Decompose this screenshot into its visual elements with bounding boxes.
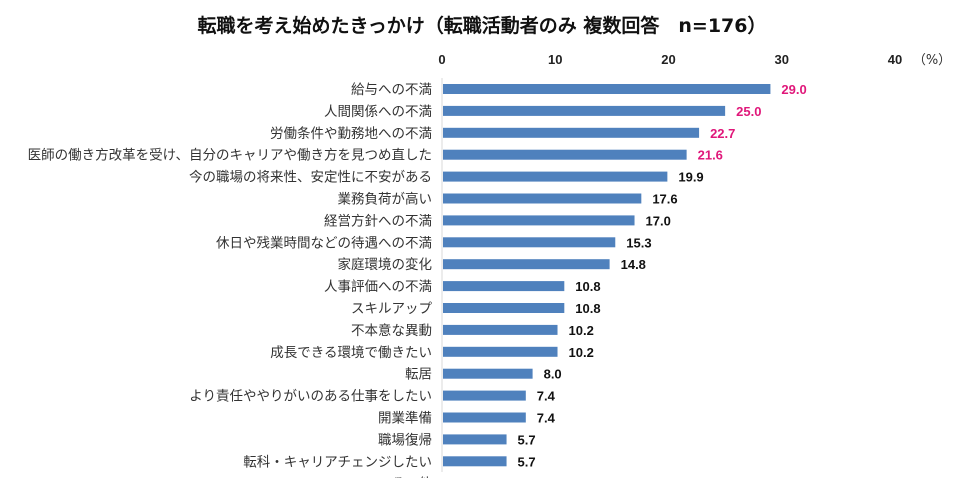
- bar-row: スキルアップ 10.8: [351, 301, 601, 317]
- bar: [443, 127, 700, 138]
- data-label: 10.8: [575, 301, 600, 316]
- bar: [443, 237, 616, 248]
- bar-row: 職場復帰 5.7: [378, 431, 536, 448]
- data-label: 10.2: [569, 323, 594, 338]
- data-label: 5.7: [518, 476, 536, 478]
- bar: [443, 281, 565, 292]
- bar-row: 成長できる環境で働きたい 10.2: [270, 345, 594, 361]
- data-label: 5.7: [518, 432, 536, 447]
- category-label: 業務負荷が高い: [338, 191, 433, 208]
- category-label: 家庭環境の変化: [338, 256, 433, 273]
- bar-row: 今の職場の将来性、安定性に不安がある 19.9: [189, 170, 704, 186]
- bar: [443, 215, 635, 226]
- data-label: 10.2: [569, 345, 594, 360]
- data-label: 21.6: [698, 148, 723, 163]
- category-label: その他: [392, 476, 433, 478]
- category-label: 今の職場の将来性、安定性に不安がある: [189, 170, 432, 186]
- bar: [443, 346, 558, 357]
- x-tick-label: 10: [548, 52, 562, 67]
- bar: [443, 105, 726, 116]
- data-label: 17.0: [646, 213, 671, 228]
- data-label: 25.0: [736, 104, 761, 119]
- bar-row: より責任ややりがいのある仕事をしたい 7.4: [189, 389, 555, 405]
- data-label: 5.7: [518, 454, 536, 469]
- category-label: 開業準備: [378, 411, 432, 427]
- category-label: 人事評価への不満: [324, 279, 432, 295]
- bar-row: 家庭環境の変化 14.8: [338, 256, 646, 273]
- category-label: 休日や残業時間などの待遇への不満: [216, 235, 432, 251]
- bar: [443, 412, 526, 423]
- bar: [443, 259, 610, 270]
- bar: [443, 390, 526, 401]
- x-tick-label: 30: [775, 52, 789, 67]
- bar: [443, 303, 565, 313]
- data-label: 29.0: [781, 82, 806, 97]
- category-label: 医師の働き方改革を受け、自分のキャリアや働き方を見つめ直した: [28, 148, 432, 164]
- bar-row: 休日や残業時間などの待遇への不満 15.3: [216, 235, 652, 251]
- category-label: 労働条件や勤務地への不満: [270, 125, 432, 142]
- bar-row: その他 5.7: [392, 476, 536, 478]
- bar: [443, 456, 507, 467]
- data-label: 7.4: [537, 389, 556, 404]
- category-label: 不本意な異動: [351, 322, 432, 339]
- bar-row: 労働条件や勤務地への不満 22.7: [270, 125, 735, 142]
- data-label: 19.9: [678, 170, 703, 185]
- data-label: 14.8: [621, 257, 646, 272]
- unit-label: （%）: [913, 53, 951, 68]
- chart-title: 転職を考え始めたきっかけ（転職活動者のみ 複数回答 n=176）: [198, 14, 767, 37]
- bar-row: 給与への不満 29.0: [351, 82, 807, 98]
- category-label: スキルアップ: [351, 301, 432, 317]
- bar: [443, 84, 771, 94]
- data-label: 22.7: [710, 126, 735, 141]
- x-tick-label: 20: [661, 52, 675, 67]
- category-label: 人間関係への不満: [324, 104, 432, 120]
- data-label: 15.3: [626, 235, 651, 250]
- category-label: 転科・キャリアチェンジしたい: [243, 454, 432, 470]
- category-label: 転居: [405, 367, 432, 383]
- bar-row: 人間関係への不満 25.0: [324, 104, 761, 120]
- bar-row: 不本意な異動 10.2: [351, 322, 594, 339]
- category-label: 職場復帰: [378, 431, 432, 448]
- bar-row: 業務負荷が高い 17.6: [338, 191, 678, 208]
- bar-row: 転居 8.0: [405, 367, 562, 383]
- bar-row: 転科・キャリアチェンジしたい 5.7: [243, 454, 535, 470]
- bar: [443, 368, 533, 379]
- bar: [443, 149, 687, 160]
- bar: [443, 171, 668, 182]
- bar: [443, 434, 507, 445]
- bar-row: 人事評価への不満 10.8: [324, 279, 601, 295]
- data-label: 17.6: [652, 192, 677, 207]
- x-tick-label: 40: [888, 52, 902, 67]
- bar-row: 経営方針への不満 17.0: [324, 213, 671, 229]
- category-label: 給与への不満: [351, 82, 432, 98]
- data-label: 8.0: [544, 367, 562, 382]
- category-label: 経営方針への不満: [324, 213, 432, 229]
- data-label: 7.4: [537, 411, 556, 426]
- x-tick-label: 0: [438, 52, 445, 67]
- category-label: 成長できる環境で働きたい: [270, 345, 432, 361]
- data-label: 10.8: [575, 279, 600, 294]
- category-label: より責任ややりがいのある仕事をしたい: [189, 389, 432, 405]
- bar-row: 医師の働き方改革を受け、自分のキャリアや働き方を見つめ直した 21.6: [28, 148, 723, 164]
- bar-row: 開業準備 7.4: [378, 411, 556, 427]
- bar: [443, 193, 642, 204]
- bar: [443, 324, 558, 335]
